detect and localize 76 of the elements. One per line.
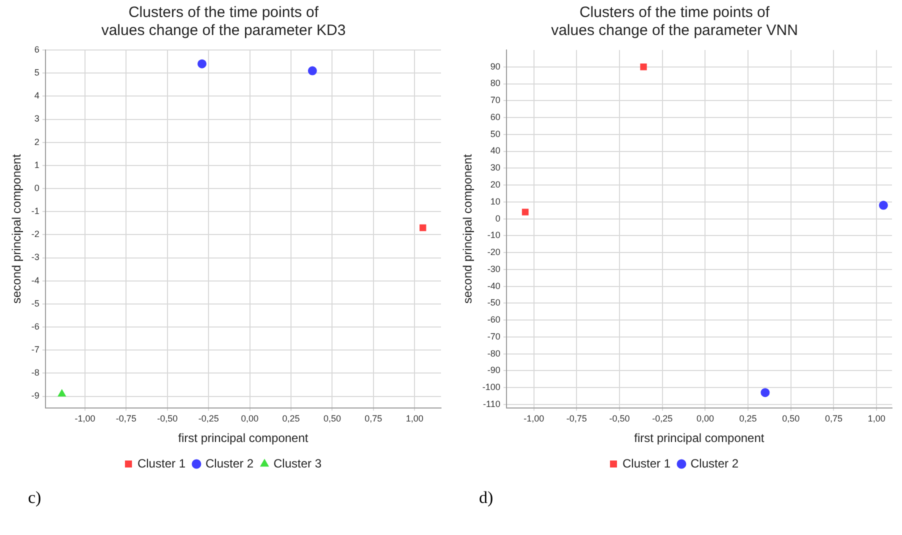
y-tick-label: -60	[487, 314, 500, 325]
x-tick-label: 0,25	[282, 414, 300, 424]
y-tick-label: -10	[487, 230, 500, 240]
y-axis-title: second principal component	[10, 154, 24, 304]
x-tick-label: -1,00	[74, 414, 96, 424]
legend-label: Cluster 3	[274, 456, 322, 470]
y-tick-label: -40	[487, 280, 500, 291]
y-tick-label: 4	[34, 90, 40, 101]
x-tick-label: 0,50	[323, 414, 341, 424]
y-tick-label: -5	[31, 298, 40, 308]
y-tick-label: -3	[31, 252, 40, 262]
point	[58, 389, 66, 396]
y-tick-label: 90	[490, 61, 500, 72]
x-tick-label: 0,25	[739, 414, 757, 424]
y-tick-label: 0	[34, 182, 40, 193]
x-tick-label: -0,25	[198, 414, 219, 424]
point	[640, 64, 647, 70]
point	[308, 66, 317, 76]
x-tick-label: -0,50	[157, 414, 178, 424]
y-tick-label: -90	[487, 365, 500, 376]
x-axis-title: first principal component	[178, 431, 309, 446]
y-tick-label: 40	[490, 146, 500, 156]
point	[420, 224, 426, 232]
y-tick-label: 20	[490, 180, 500, 190]
y-tick-label: -8	[31, 368, 40, 378]
y-tick-label: 30	[490, 162, 500, 173]
y-tick-label: -2	[31, 229, 40, 240]
text: d)	[479, 488, 494, 508]
y-tick-label: -9	[31, 390, 40, 401]
x-tick-label: 1,00	[868, 414, 886, 424]
y-tick-label: 6	[34, 44, 40, 54]
x-axis-title: first principal component	[634, 431, 765, 446]
x-tick-label: 0,75	[364, 414, 382, 424]
point	[760, 388, 770, 398]
x-tick-label: 0,00	[696, 414, 714, 424]
x-tick-label: 0,00	[241, 414, 259, 424]
y-tick-label: 2	[34, 136, 40, 147]
y-tick-label: 10	[490, 196, 500, 206]
x-tick-label: -1,00	[524, 414, 544, 424]
y-tick-label: -4	[31, 275, 40, 286]
y-axis-title: second principal component	[460, 154, 475, 304]
y-tick-label: -110	[483, 398, 500, 409]
y-tick-label: -6	[31, 321, 40, 332]
y-tick-label: 1	[34, 160, 40, 170]
y-tick-label: -80	[487, 348, 500, 358]
y-tick-label: 60	[490, 112, 500, 122]
x-tick-label: 1,00	[406, 414, 424, 424]
x-tick-label: 0,75	[824, 414, 842, 424]
y-tick-label: 5	[34, 68, 40, 78]
text: c)	[28, 488, 42, 508]
legend-label: Cluster 1	[622, 456, 671, 470]
y-tick-label: -7	[31, 344, 40, 355]
x-tick-label: -0,50	[609, 414, 630, 424]
chart-title: Clusters of the time points of values change of the parameter KD3	[101, 4, 346, 40]
y-tick-label: 3	[34, 114, 40, 124]
x-tick-label: 0,50	[782, 414, 800, 424]
point	[878, 200, 888, 210]
y-tick-label: -70	[487, 331, 500, 342]
legend-label: Cluster 1	[137, 456, 186, 470]
y-tick-label: 50	[490, 128, 500, 139]
y-tick-label: -100	[482, 382, 500, 392]
point	[197, 59, 206, 68]
chart-title: Clusters of the time points of values change of the parameter VNN	[551, 4, 798, 40]
y-tick-label: 0	[495, 213, 500, 224]
y-tick-label: 70	[490, 95, 500, 106]
x-tick-label: -0,75	[566, 414, 587, 424]
legend-label: Cluster 2	[205, 456, 254, 470]
y-tick-label: -20	[487, 247, 500, 258]
y-tick-label: -1	[31, 206, 40, 216]
y-tick-label: -30	[487, 264, 500, 274]
y-tick-label: -50	[487, 298, 500, 308]
legend-label: Cluster 2	[690, 456, 739, 470]
y-tick-label: 80	[490, 78, 500, 88]
x-tick-label: -0,25	[652, 414, 673, 424]
point	[522, 208, 529, 216]
x-tick-label: -0,75	[116, 414, 136, 424]
